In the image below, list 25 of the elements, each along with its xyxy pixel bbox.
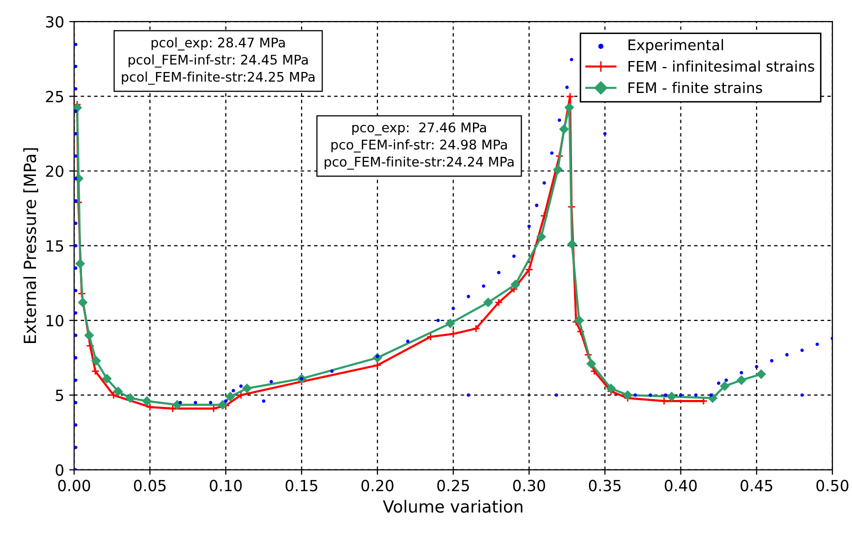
x-axis-title: Volume variation <box>382 500 522 513</box>
y-tick-label: 15 <box>46 240 64 252</box>
x-tick-label: 0.35 <box>588 480 621 492</box>
x-tick-label: 0.05 <box>134 480 166 492</box>
x-tick-label: 0.40 <box>664 480 697 492</box>
x-tick-label: 0.45 <box>740 480 772 492</box>
x-tick-label: 0.15 <box>286 480 318 492</box>
y-axis-title: External Pressure [MPa] <box>23 148 38 343</box>
x-tick-label: 0.20 <box>361 480 394 492</box>
x-tick-label: 0.25 <box>437 480 469 492</box>
y-tick-label: 10 <box>46 314 64 326</box>
x-tick-label: 0.30 <box>513 480 546 492</box>
y-tick-label: 5 <box>56 390 64 402</box>
legend-label: FEM - infinitesimal strains <box>628 60 814 72</box>
legend-label: Experimental <box>628 39 723 54</box>
x-tick-label: 0.00 <box>58 480 90 492</box>
annotation: pco_exp: 27.46 MPa pco_FEM-inf-str: 24.98 MPa pco_FEM-finite-str:24.24 MPa <box>324 122 514 170</box>
x-tick-label: 0.50 <box>816 480 848 492</box>
y-tick-label: 0 <box>56 464 64 476</box>
y-tick-label: 30 <box>46 16 64 28</box>
x-tick-label: 0.10 <box>210 480 242 492</box>
y-tick-label: 25 <box>46 90 64 102</box>
legend-label: FEM - finite strains <box>628 82 762 94</box>
annotation: pcol_exp: 28.47 MPa pcol_FEM-inf-str: 24.45 MPa pcol_FEM-finite-str:24.25 MPa <box>122 37 314 85</box>
y-tick-label: 20 <box>46 165 64 178</box>
